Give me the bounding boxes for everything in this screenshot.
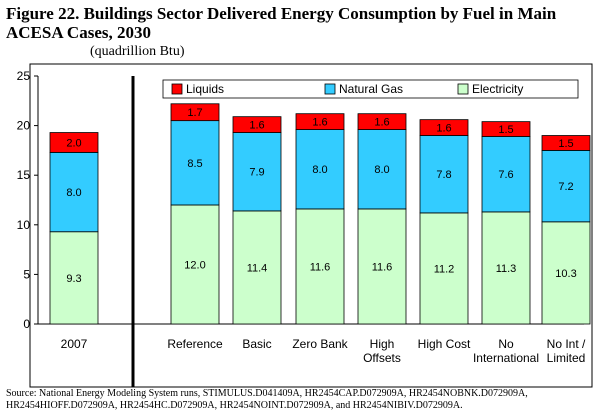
bar-segment-natural-gas: [419, 135, 469, 214]
data-label: 8.0: [312, 164, 327, 176]
data-label: 1.5: [558, 138, 573, 150]
x-tick-label: 2007: [61, 337, 88, 351]
y-ticks: 0 5 10 15 20 25: [17, 69, 38, 331]
legend: Liquids Natural Gas Electricity: [162, 79, 579, 99]
data-label: 8.5: [187, 158, 202, 170]
data-label: 11.4: [247, 262, 268, 274]
bar-segment-liquids: [481, 121, 531, 137]
bar-segment-electricity: [419, 212, 469, 325]
bar-segment-natural-gas: [357, 129, 407, 210]
y-tick-label: 15: [17, 168, 31, 182]
figure-title: Figure 22. Buildings Sector Delivered En…: [6, 4, 557, 42]
bar-segment-liquids: [232, 116, 282, 133]
bar-segment-natural-gas: [232, 132, 282, 212]
data-label: 1.6: [436, 123, 451, 135]
bar-segment-liquids: [419, 119, 469, 136]
data-label: 7.9: [249, 167, 264, 179]
x-tick-label: International: [473, 351, 539, 365]
bar-segment-electricity: [357, 208, 407, 325]
legend-swatch-liquids: [171, 83, 183, 95]
x-tick-label: Zero Bank: [292, 337, 348, 351]
x-tick-label: Reference: [167, 337, 223, 351]
bar-segment-electricity: [295, 208, 345, 325]
bar-segment-electricity: [232, 210, 282, 325]
x-tick-label: High Cost: [418, 337, 471, 351]
bar-segment-liquids: [541, 135, 591, 151]
y-tick-label: 25: [17, 69, 31, 83]
bars: 9.3 8.0 2.0 12.0 8.5 1.7 11.4 7.9 1.6 11.6 8.0 1.6 1…: [49, 103, 591, 325]
y-tick-label: 5: [23, 267, 30, 281]
data-label: 11.6: [310, 261, 331, 273]
legend-box: [162, 79, 579, 99]
bar-segment-electricity: [170, 204, 220, 325]
bar-segment-natural-gas: [170, 120, 220, 206]
data-label: 2.0: [66, 137, 81, 149]
bar-segment-liquids: [295, 113, 345, 130]
x-tick-label: Limited: [547, 351, 586, 365]
y-tick-label: 0: [23, 317, 30, 331]
data-label: 10.3: [555, 268, 576, 280]
bar-segment-electricity: [481, 211, 531, 325]
y-tick-label: 10: [17, 218, 31, 232]
data-label: 9.3: [66, 273, 81, 285]
data-label: 12.0: [184, 259, 205, 271]
data-label: 11.6: [372, 261, 393, 273]
x-tick-label: Offsets: [363, 351, 401, 365]
bar-segment-liquids: [170, 103, 220, 122]
data-label: 11.2: [434, 263, 455, 275]
x-tick-label: Basic: [242, 337, 271, 351]
bar-segment-liquids: [357, 113, 407, 130]
data-label: 7.2: [558, 181, 573, 193]
data-label: 7.6: [498, 169, 513, 181]
x-tick-label: High: [370, 337, 395, 351]
legend-swatch-natural-gas: [324, 83, 336, 95]
legend-label: Liquids: [186, 82, 224, 96]
bar-segment-natural-gas: [295, 129, 345, 210]
data-label: 8.0: [66, 187, 81, 199]
legend-label: Electricity: [472, 82, 523, 96]
x-tick-label: No: [498, 337, 514, 351]
units-label: (quadrillion Btu): [90, 44, 185, 59]
data-label: 1.6: [312, 117, 327, 129]
x-tick-label: No Int /: [547, 337, 586, 351]
data-label: 1.6: [374, 117, 389, 129]
data-label: 1.7: [187, 107, 202, 119]
data-label: 8.0: [374, 164, 389, 176]
legend-swatch-electricity: [457, 83, 469, 95]
bar-segment-liquids: [49, 132, 99, 153]
data-label: 11.3: [496, 263, 517, 275]
bar-segment-natural-gas: [481, 136, 531, 213]
data-label: 1.5: [498, 124, 513, 136]
y-tick-label: 20: [17, 119, 31, 133]
source-note: Source: National Energy Modeling System …: [6, 388, 528, 411]
bar-segment-natural-gas: [49, 151, 99, 233]
bar-segment-electricity: [541, 221, 591, 325]
legend-label: Natural Gas: [339, 82, 403, 96]
bar-segment-electricity: [49, 231, 99, 325]
data-label: 1.6: [249, 120, 264, 132]
data-label: 7.8: [436, 169, 451, 181]
